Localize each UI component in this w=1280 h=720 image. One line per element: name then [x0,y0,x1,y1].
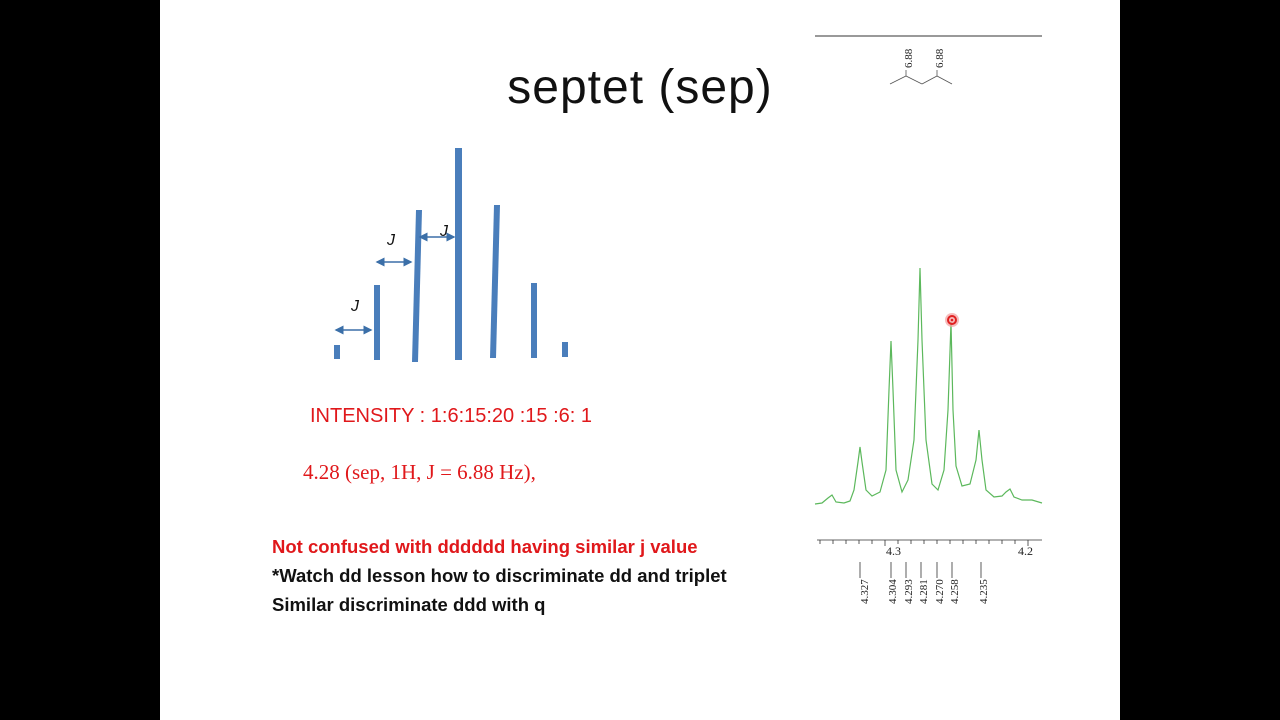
note-lesson: *Watch dd lesson how to discriminate dd … [272,565,727,586]
note-warning: Not confused with dddddd having similar … [272,536,698,557]
septet-stick-diagram: J J J [334,148,568,362]
septet-bar-7 [562,342,568,357]
note-similar: Similar discriminate ddd with q [272,594,546,615]
ppm-axis [817,539,1042,546]
septet-bar-4 [455,148,462,360]
coupling-label-1: 6.88 [903,48,915,68]
j-label-1: J [350,298,360,315]
coupling-label-2: 6.88 [934,48,946,68]
slide: septet (sep) J J J INTENSITY : [160,0,1120,720]
septet-bar-3 [412,210,422,362]
septet-bar-1 [334,345,340,359]
septet-bar-6 [531,283,537,358]
peak-label-4: 4.281 [918,579,930,604]
peak-label-3: 4.293 [903,579,915,604]
cursor-indicator [945,313,959,327]
septet-bar-2 [374,285,380,360]
nmr-spectrum: 6.88 6.88 [814,35,1043,604]
axis-label-4.3: 4.3 [886,544,901,558]
chemical-shift-description: 4.28 (sep, 1H, J = 6.88 Hz), [303,460,536,484]
spectrum-trace [814,267,1043,505]
peak-label-2: 4.304 [887,579,899,604]
peak-label-ticks [859,562,982,578]
peak-label-5: 4.270 [934,579,946,604]
axis-label-4.2: 4.2 [1018,544,1033,558]
intensity-ratio: INTENSITY : 1:6:15:20 :15 :6: 1 [310,405,593,427]
peak-label-6: 4.258 [949,579,961,604]
j-label-2: J [386,232,396,249]
j-label-3: J [439,223,449,240]
coupling-tree [889,70,953,85]
septet-bar-5 [490,205,500,358]
septet-bars [334,148,568,362]
peak-label-7: 4.235 [978,579,990,604]
slide-title: septet (sep) [507,61,773,114]
peak-label-1: 4.327 [859,579,871,604]
